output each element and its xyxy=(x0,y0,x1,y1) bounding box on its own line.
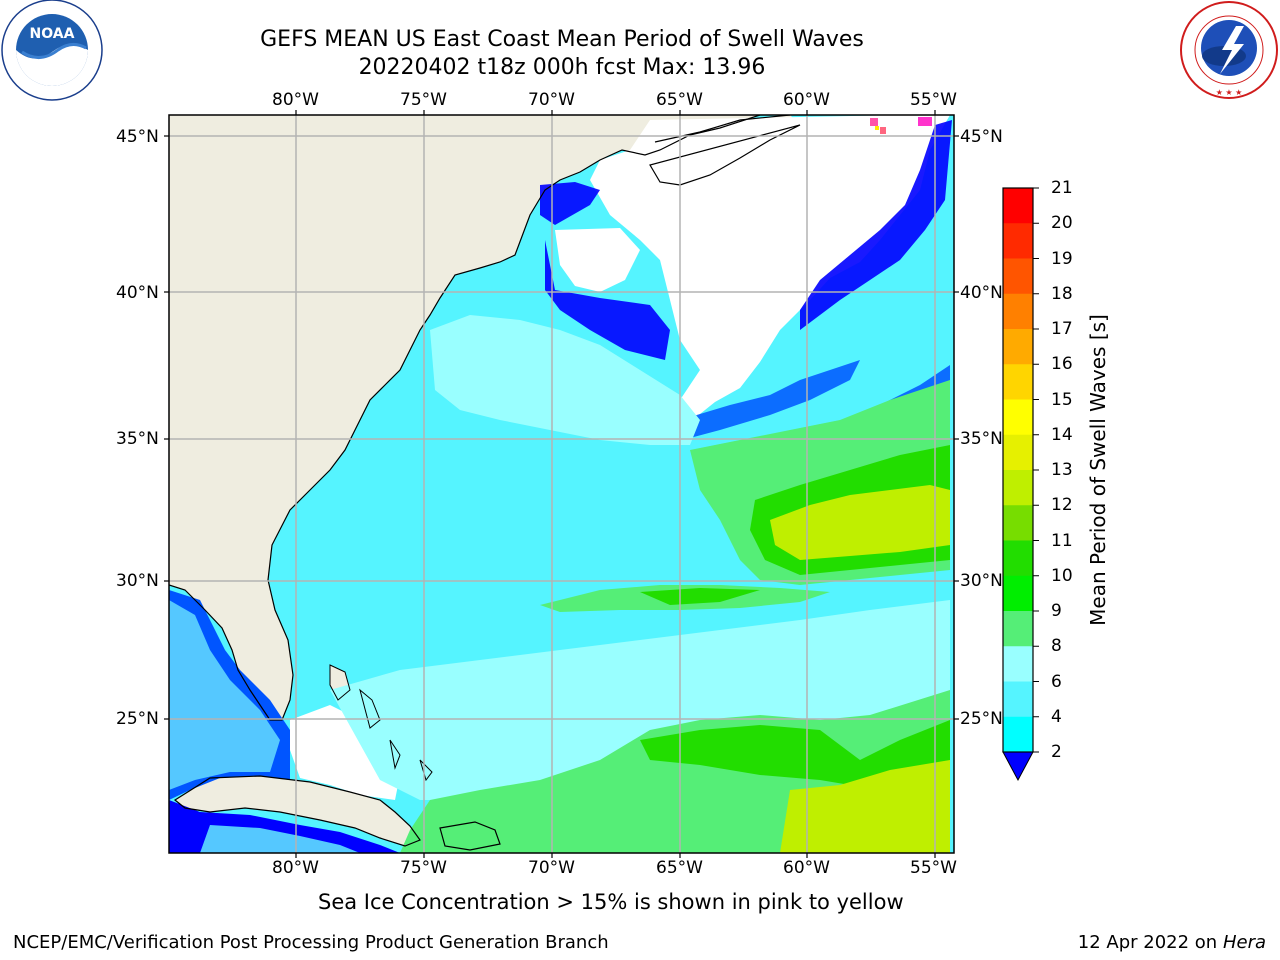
nws-logo: ★ ★ ★ xyxy=(1178,0,1280,100)
noaa-logo-text: NOAA xyxy=(30,26,75,42)
land-cuba xyxy=(175,776,420,846)
credit-text: NCEP/EMC/Verification Post Processing Pr… xyxy=(13,932,609,953)
lon-label-bottom: 80°W xyxy=(272,858,319,878)
land-north-america xyxy=(169,115,760,720)
lon-label-top: 80°W xyxy=(272,90,319,110)
lon-label-bottom: 75°W xyxy=(400,858,447,878)
host-name: Hera xyxy=(1222,932,1266,953)
coastline-hispaniola xyxy=(439,821,501,851)
lon-label-top: 65°W xyxy=(656,90,703,110)
band-6-8s-south xyxy=(330,600,950,800)
lon-label-top: 55°W xyxy=(910,90,957,110)
coastline-cuba xyxy=(173,775,421,847)
band-4-6s-gulf xyxy=(169,600,280,790)
lon-label-top: 75°W xyxy=(400,90,447,110)
band-2-4s-north xyxy=(540,120,952,360)
lat-label-right: 30°N xyxy=(960,571,1003,591)
coastline-nova-scotia xyxy=(649,115,801,186)
svg-text:★ ★ ★: ★ ★ ★ xyxy=(1216,88,1243,97)
lat-label-right: 25°N xyxy=(960,709,1003,729)
band-12-13s-east xyxy=(770,485,950,560)
lat-label-left: 30°N xyxy=(116,571,159,591)
date-stamp: 12 Apr 2022 on Hera xyxy=(1078,932,1266,953)
sea-ice-pixel xyxy=(875,126,879,130)
sea-ice-pixel xyxy=(880,127,886,134)
map-frame xyxy=(168,114,955,854)
band-12-13s-southeast xyxy=(780,760,950,853)
lon-label-bottom: 55°W xyxy=(910,858,957,878)
lat-label-left: 35°N xyxy=(116,429,159,449)
sea-ice-pixel xyxy=(918,117,932,126)
sea-ice-pixel xyxy=(870,118,878,126)
band-6-8s-coastal xyxy=(430,315,700,445)
chart-title: GEFS MEAN US East Coast Mean Period of S… xyxy=(260,27,864,52)
lon-label-bottom: 70°W xyxy=(528,858,575,878)
nodata-gulf-of-maine xyxy=(555,228,640,292)
band-11s-mid xyxy=(640,588,760,605)
chart-subtitle: 20220402 t18z 000h fcst Max: 13.96 xyxy=(358,55,766,80)
lat-label-left: 40°N xyxy=(116,283,159,303)
lon-label-top: 60°W xyxy=(783,90,830,110)
band-4-6s-caribbean xyxy=(200,825,360,853)
coastline-bahamas xyxy=(329,664,433,782)
date-text: 12 Apr 2022 on xyxy=(1077,932,1223,953)
coastline xyxy=(169,115,761,721)
lon-label-bottom: 65°W xyxy=(656,858,703,878)
lat-label-left: 45°N xyxy=(116,127,159,147)
lon-label-bottom: 60°W xyxy=(783,858,830,878)
nodata-bahamas xyxy=(290,705,400,800)
lon-label-top: 70°W xyxy=(528,90,575,110)
lat-label-right: 35°N xyxy=(960,429,1003,449)
lat-label-left: 25°N xyxy=(116,709,159,729)
lat-label-right: 40°N xyxy=(960,283,1003,303)
lat-label-right: 45°N xyxy=(960,127,1003,147)
noaa-logo: NOAA xyxy=(0,0,104,104)
